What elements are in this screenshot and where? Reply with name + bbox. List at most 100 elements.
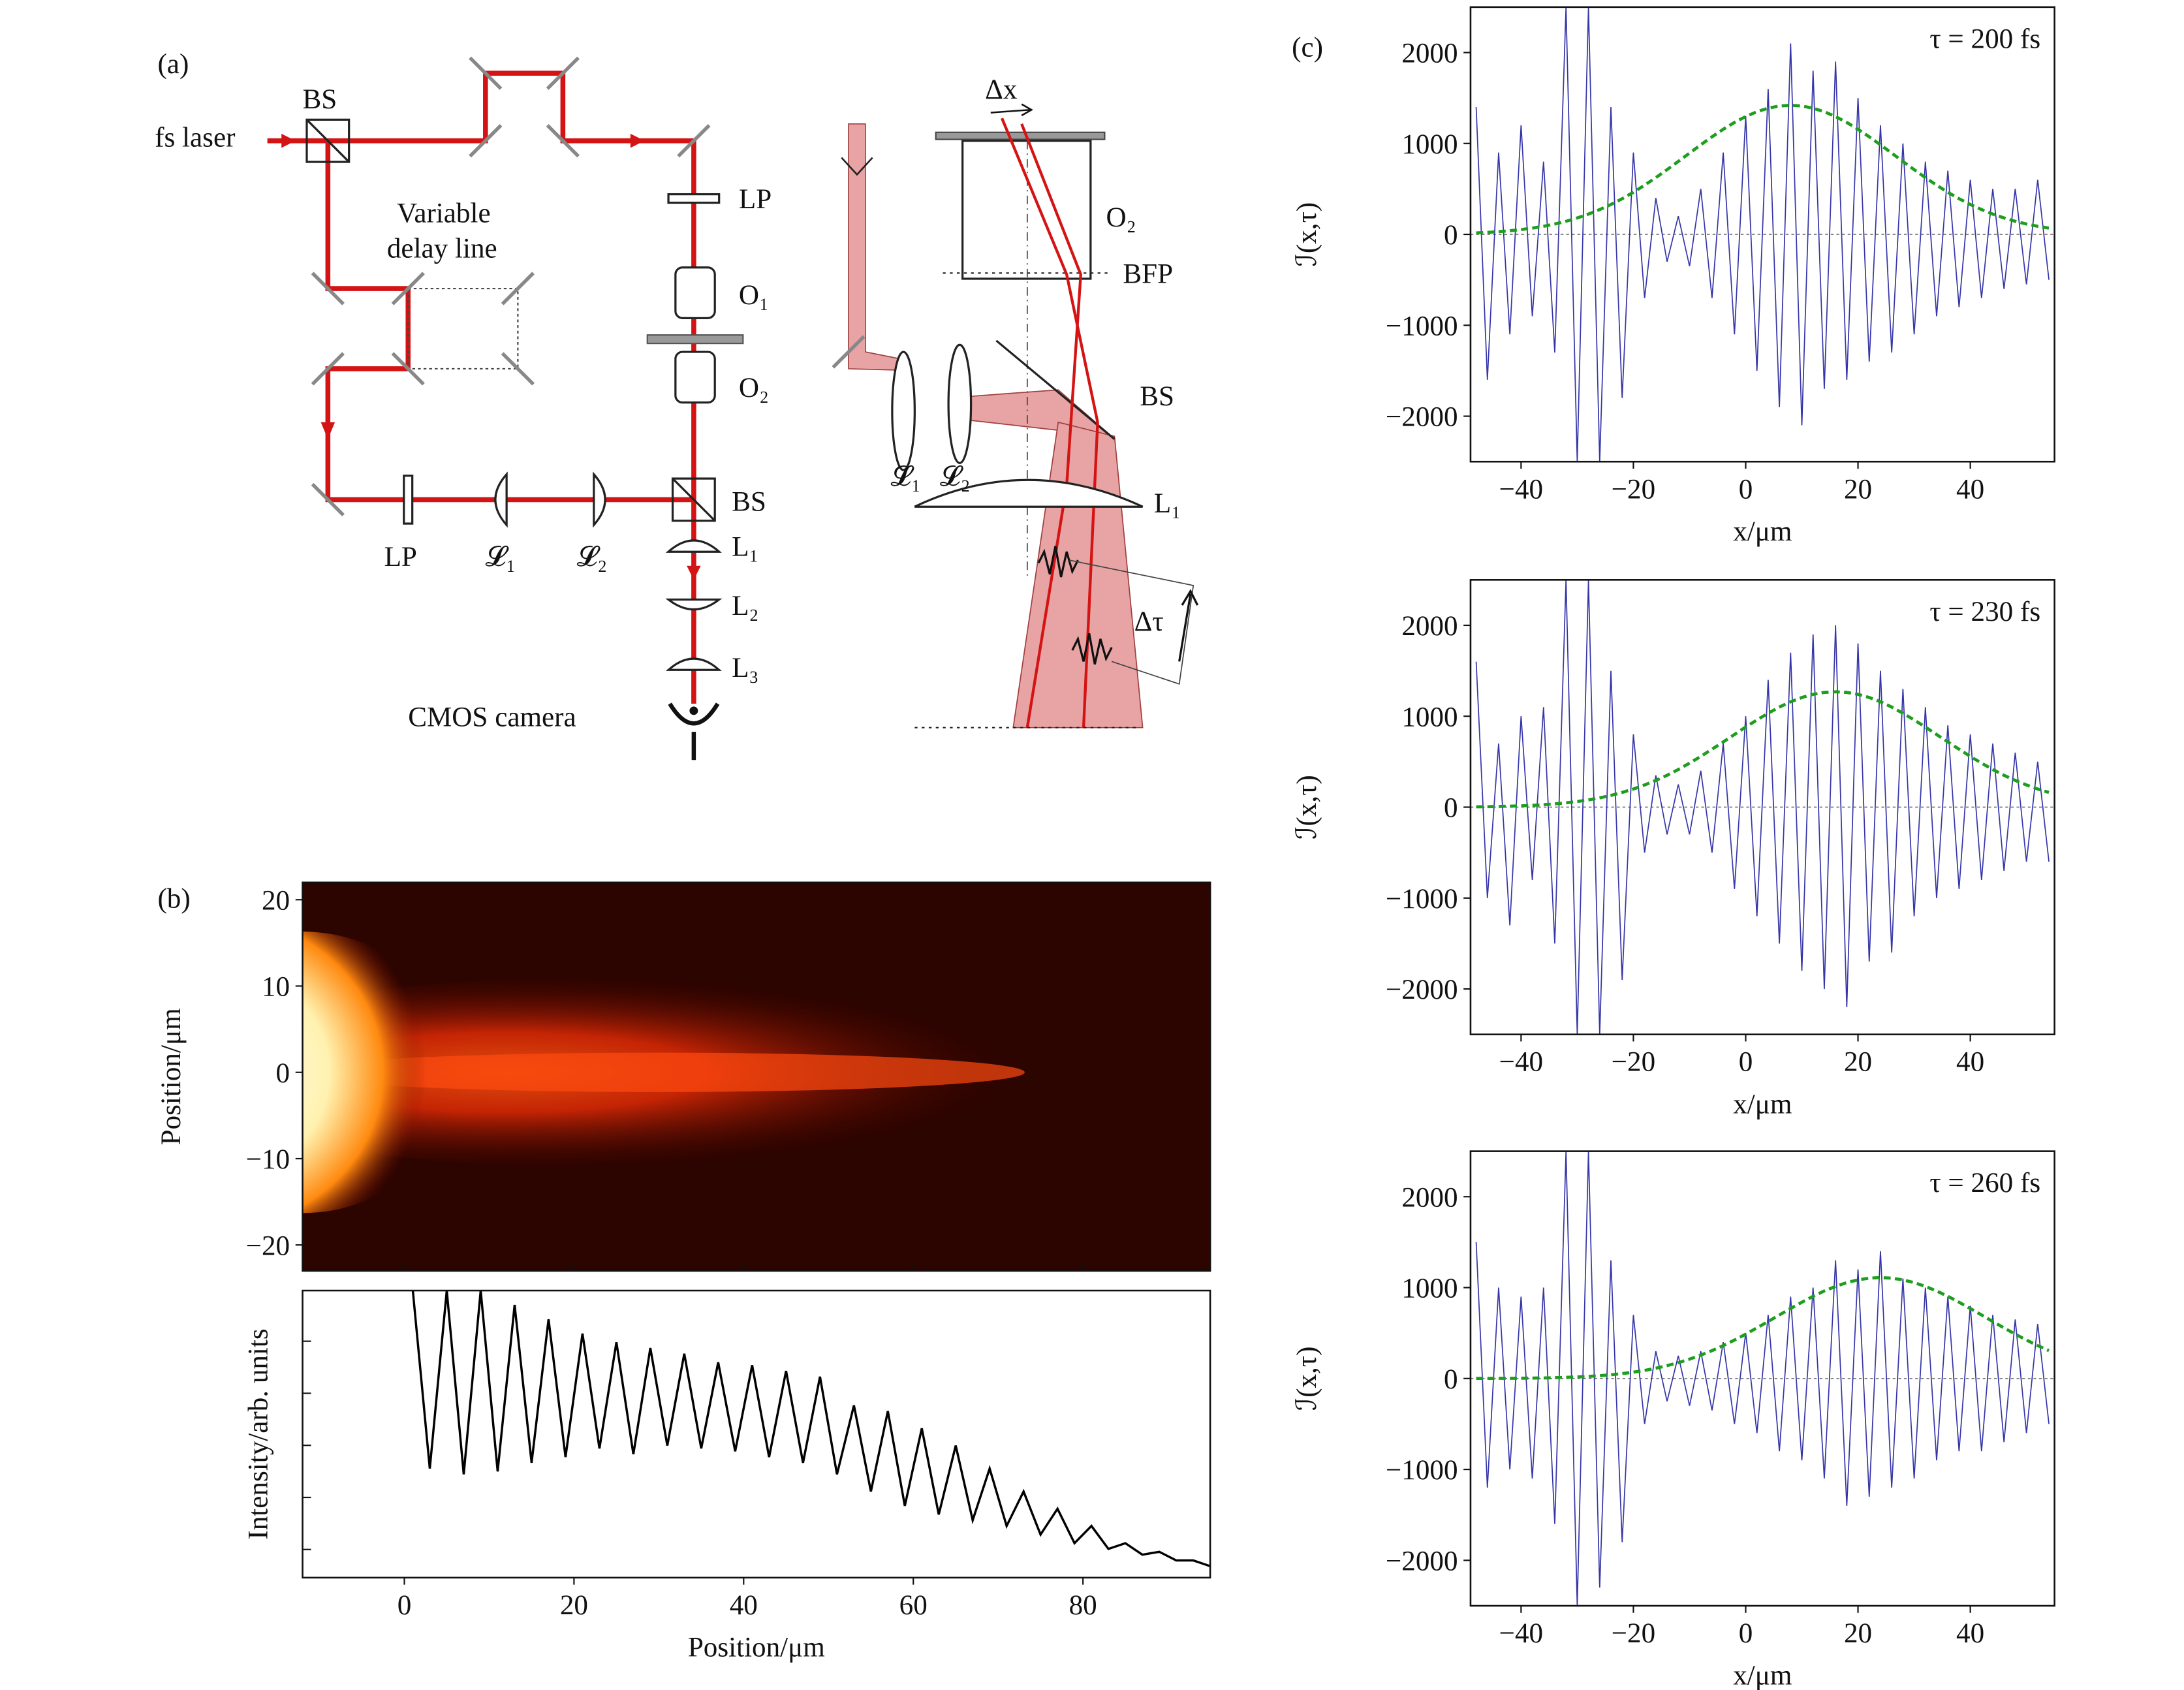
polarizer — [667, 193, 721, 204]
polarizer — [403, 475, 414, 525]
arrow — [1178, 589, 1199, 662]
diagram-label: Δx — [985, 74, 1018, 105]
signal-line — [411, 1291, 1211, 1567]
beam-splitter — [305, 119, 350, 163]
x-tick-label: −40 — [1499, 474, 1543, 505]
objective — [961, 140, 1092, 280]
diagram-label: 𝓛₁ — [891, 462, 921, 492]
y-tick-label: −2000 — [1386, 975, 1458, 1005]
y-tick-label: 20 — [262, 885, 290, 916]
ray — [1020, 123, 1082, 728]
x-tick-label: 20 — [560, 1590, 588, 1621]
x-tick-label: −20 — [1612, 474, 1655, 505]
lens — [947, 343, 973, 464]
plot-area — [411, 1291, 1211, 1567]
mirror — [832, 335, 866, 369]
mirror — [311, 482, 345, 517]
x-tick-label: 20 — [1844, 1047, 1872, 1078]
heatmap-beam — [302, 1052, 1025, 1092]
y-tick-label: 0 — [1444, 793, 1458, 824]
y-tick-label: −1000 — [1386, 311, 1458, 341]
mirror — [311, 352, 345, 386]
x-tick-label: 0 — [1739, 474, 1753, 505]
objective — [674, 266, 716, 319]
x-tick-label: 0 — [398, 1590, 412, 1621]
lens — [665, 598, 723, 611]
signal-line — [1475, 580, 2050, 1035]
diagram-label: delay line — [387, 234, 497, 264]
y-tick-label: 1000 — [1401, 702, 1458, 732]
delay-marker — [1069, 559, 1194, 685]
diagram-label: CMOS camera — [408, 702, 576, 733]
y-tick-label: 0 — [276, 1058, 290, 1089]
y-axis-label: ℐ(x,τ) — [1292, 202, 1322, 267]
plot-area — [1470, 1151, 2055, 1606]
panel-label: (b) — [157, 884, 190, 915]
y-tick-label: 2000 — [1401, 39, 1458, 69]
lens — [891, 351, 916, 471]
lens — [914, 478, 1144, 508]
mirror — [469, 56, 503, 90]
diagram-label: BS — [303, 84, 337, 115]
x-tick-label: 40 — [1956, 1618, 1984, 1649]
x-tick-label: 20 — [1844, 1618, 1872, 1649]
heatmap-blob — [302, 931, 458, 1213]
x-tick-label: 40 — [1956, 1047, 1984, 1078]
diagram-label: O₂ — [739, 373, 769, 403]
mirror — [469, 124, 503, 158]
x-axis-label: x/μm — [1733, 1661, 1792, 1690]
plot-area — [1470, 7, 2055, 462]
arrow — [841, 157, 873, 176]
sample-slide — [935, 131, 1106, 140]
y-tick-label: −1000 — [1386, 1455, 1458, 1486]
beam-splitter — [995, 339, 1115, 440]
x-tick-label: −20 — [1612, 1047, 1655, 1078]
axes-frame — [302, 881, 1211, 1272]
diagram-label: O₂ — [1106, 202, 1136, 233]
diagram-label: LP — [739, 184, 772, 215]
diagram-label: Variable — [397, 198, 491, 229]
x-tick-label: 40 — [1956, 474, 1984, 505]
envelope-line — [1476, 1275, 2050, 1381]
diagram-label: L₁ — [732, 532, 758, 563]
y-tick-label: 0 — [1444, 1364, 1458, 1395]
diagram-label: Δτ — [1134, 606, 1164, 637]
signal-line — [1475, 7, 2050, 462]
diagram-label: O₁ — [739, 280, 769, 311]
y-tick-label: −2000 — [1386, 402, 1458, 433]
camera — [689, 706, 698, 715]
heatmap-image — [302, 931, 1166, 1213]
chart-title: τ = 200 fs — [1929, 23, 2040, 54]
diagram-label: L₁ — [1154, 488, 1181, 519]
x-tick-label: 80 — [1069, 1590, 1097, 1621]
y-tick-label: 1000 — [1401, 129, 1458, 160]
lens — [593, 471, 606, 528]
diagram-label: BS — [1140, 381, 1174, 412]
chart-title: τ = 230 fs — [1929, 597, 2040, 627]
x-tick-label: 40 — [730, 1590, 758, 1621]
y-tick-label: 0 — [1444, 220, 1458, 251]
y-axis-label: ℐ(x,τ) — [1292, 775, 1322, 839]
axes-frame — [302, 1289, 1211, 1579]
x-tick-label: −20 — [1612, 1618, 1655, 1649]
y-axis-label: Intensity/arb. units — [243, 1328, 274, 1539]
arrow — [281, 133, 701, 580]
diagram-label: (a) — [157, 49, 189, 80]
beam-pink — [848, 123, 901, 371]
lens — [665, 539, 722, 553]
y-tick-label: −2000 — [1386, 1546, 1458, 1576]
mirror — [501, 272, 535, 305]
plot-area — [1470, 580, 2055, 1035]
x-tick-label: 60 — [899, 1590, 928, 1621]
mirror — [546, 56, 580, 90]
lens — [494, 471, 508, 528]
y-tick-label: 10 — [262, 972, 290, 1003]
arrow — [990, 103, 1033, 116]
x-axis-label: x/μm — [1733, 1089, 1792, 1119]
y-tick-label: 2000 — [1401, 611, 1458, 642]
camera — [668, 702, 720, 760]
diagram-label: LP — [384, 542, 417, 572]
mirror — [546, 124, 580, 158]
mirror — [391, 272, 425, 305]
